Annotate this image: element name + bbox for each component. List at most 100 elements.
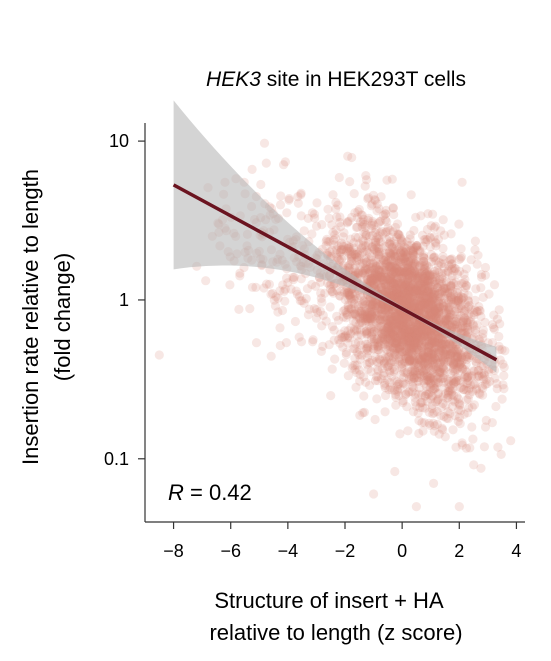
scatter-point [364,213,374,223]
scatter-point [437,274,447,284]
scatter-point [464,353,474,363]
scatter-point [358,408,368,418]
scatter-point [461,367,472,377]
scatter-point [399,328,409,338]
scatter-point [407,291,417,302]
scatter-point [374,204,384,214]
scatter-point [387,385,397,395]
scatter-point [410,303,420,313]
scatter-point [456,383,466,393]
scatter-point [428,300,438,310]
scatter-point [385,273,395,283]
scatter-point [342,288,352,299]
scatter-point [363,237,373,247]
scatter-point [493,442,503,452]
scatter-point [364,320,374,331]
scatter-point [387,278,397,288]
scatter-point [381,356,391,366]
scatter-point [394,290,404,301]
scatter-point [418,351,429,361]
scatter-point [379,255,389,265]
scatter-point [492,314,503,324]
scatter-point [451,264,461,274]
scatter-point [441,344,451,354]
scatter-point [457,177,467,187]
scatter-point [362,359,372,369]
scatter-point [470,295,480,305]
scatter-point [355,259,365,269]
scatter-point [375,316,385,326]
scatter-point [350,260,360,270]
x-tick-label: −2 [335,541,356,561]
scatter-point [424,372,434,382]
scatter-point [373,372,383,382]
scatter-point [422,271,432,281]
scatter-point [476,463,486,473]
scatter-point [469,366,479,376]
scatter-point [414,268,425,278]
scatter-point [378,336,388,347]
scatter-point [416,260,426,271]
scatter-point [432,289,442,299]
scatter-point [460,365,470,375]
scatter-point [367,314,377,324]
scatter-point [351,267,361,277]
scatter-point [411,337,421,347]
scatter-point [370,306,380,316]
scatter-point [436,411,446,421]
scatter-point [436,357,446,367]
scatter-point [396,321,406,331]
scatter-point [408,367,418,377]
scatter-point [407,381,418,391]
scatter-point [410,276,420,286]
scatter-point [467,371,477,381]
scatter-point [371,238,381,248]
scatter-point [365,276,375,286]
scatter-point [374,237,384,247]
scatter-point [311,313,321,323]
scatter-point [389,267,399,277]
scatter-point [478,325,488,335]
scatter-point [431,256,441,266]
scatter-point [418,280,428,290]
scatter-point [354,269,364,279]
scatter-point [405,265,415,275]
scatter-point [427,333,437,343]
scatter-point [414,300,424,310]
scatter-point [368,343,379,354]
scatter-point [396,258,406,268]
scatter-point [406,190,416,200]
scatter-point [361,271,371,281]
scatter-point [476,269,486,280]
scatter-point [337,333,347,343]
scatter-point [389,246,399,256]
scatter-point [380,252,391,262]
scatter-point [400,267,411,277]
scatter-point [376,192,386,202]
scatter-point [402,339,412,349]
scatter-point [450,397,460,407]
scatter-point [425,233,435,243]
scatter-point [499,371,509,381]
scatter-point [340,326,350,336]
scatter-point [449,358,459,368]
scatter-point [303,213,313,223]
scatter-point [494,345,504,355]
scatter-point [405,355,415,365]
scatter-point [450,316,460,326]
scatter-point [402,402,412,412]
scatter-point [447,254,457,264]
scatter-point [446,355,456,366]
scatter-point [432,419,442,429]
scatter-point [445,349,456,359]
scatter-point [420,278,430,288]
scatter-point [444,350,454,360]
scatter-point [387,174,397,184]
scatter-point [385,317,395,327]
scatter-point [474,365,484,375]
scatter-point [370,274,380,284]
scatter-point [420,391,430,401]
scatter-point [377,364,387,374]
scatter-point [352,252,362,262]
scatter-point [406,344,416,354]
